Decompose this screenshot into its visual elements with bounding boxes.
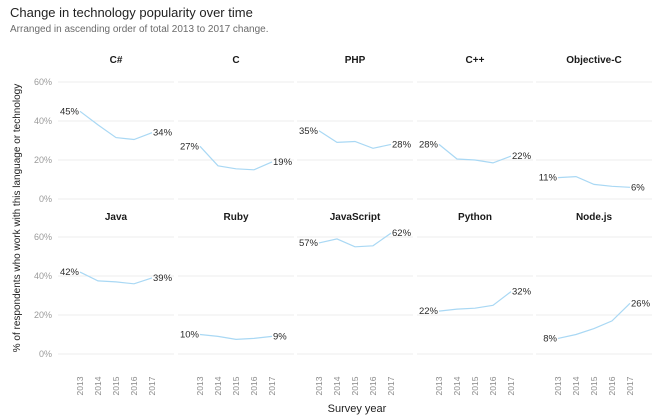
x-tick-label: 2017 — [625, 376, 635, 395]
x-tick-label: 2013 — [434, 376, 444, 395]
y-tick-label: 20% — [34, 155, 52, 165]
y-tick-label: 20% — [34, 310, 52, 320]
y-axis-title: % of respondents who work with this lang… — [12, 84, 23, 353]
x-tick-label: 2014 — [571, 376, 581, 395]
x-tick-label: 2013 — [314, 376, 324, 395]
series-line — [79, 110, 153, 141]
series-line — [438, 143, 512, 164]
data-label-end: 9% — [273, 331, 287, 342]
y-tick-label: 60% — [34, 77, 52, 87]
data-label-end: 32% — [512, 287, 532, 298]
data-label-end: 19% — [273, 157, 293, 168]
data-label-end: 34% — [153, 128, 173, 139]
data-label-start: 10% — [180, 330, 200, 341]
facet-strip-label: C — [232, 55, 239, 66]
x-tick-label: 2015 — [350, 376, 360, 395]
y-tick-label: 40% — [34, 116, 52, 126]
data-label-start: 28% — [419, 139, 439, 150]
series-line — [557, 302, 631, 339]
series-line — [438, 291, 512, 312]
facet-strip-label: Ruby — [224, 212, 249, 223]
y-tick-label: 40% — [34, 271, 52, 281]
y-tick-label: 0% — [39, 349, 52, 359]
x-tick-label: 2017 — [386, 376, 396, 395]
data-label-start: 8% — [543, 333, 557, 344]
x-tick-label: 2016 — [129, 376, 139, 395]
x-tick-label: 2013 — [553, 376, 563, 395]
series-line — [557, 175, 631, 188]
data-label-start: 45% — [60, 106, 80, 117]
x-tick-label: 2015 — [111, 376, 121, 395]
series-line — [199, 333, 273, 341]
x-tick-label: 2016 — [249, 376, 259, 395]
series-line — [318, 232, 392, 248]
facet-strip-label: Python — [458, 212, 492, 223]
x-axis-title: Survey year — [328, 403, 387, 415]
chart-subtitle: Arranged in ascending order of total 201… — [10, 24, 269, 35]
facet-strip-label: PHP — [345, 55, 366, 66]
y-tick-label: 0% — [39, 194, 52, 204]
x-tick-label: 2015 — [470, 376, 480, 395]
data-label-end: 22% — [512, 151, 532, 162]
x-tick-label: 2013 — [75, 376, 85, 395]
data-label-end: 6% — [631, 182, 645, 193]
data-label-end: 28% — [392, 139, 412, 150]
x-tick-label: 2016 — [607, 376, 617, 395]
x-tick-label: 2017 — [147, 376, 157, 395]
data-label-start: 42% — [60, 267, 80, 278]
x-tick-label: 2015 — [589, 376, 599, 395]
x-tick-label: 2014 — [452, 376, 462, 395]
facet-strip-label: Objective-C — [566, 55, 622, 66]
x-tick-label: 2017 — [267, 376, 277, 395]
series-line — [79, 271, 153, 285]
x-tick-label: 2016 — [368, 376, 378, 395]
facet-strip-label: C++ — [466, 55, 485, 66]
chart-title: Change in technology popularity over tim… — [10, 5, 253, 20]
x-tick-label: 2014 — [332, 376, 342, 395]
data-label-start: 35% — [299, 126, 319, 137]
data-label-end: 26% — [631, 298, 651, 309]
data-label-end: 62% — [392, 228, 412, 239]
data-label-end: 39% — [153, 273, 173, 284]
facet-strip-label: C# — [110, 55, 123, 66]
x-tick-label: 2017 — [506, 376, 516, 395]
facet-strip-label: JavaScript — [330, 212, 381, 223]
x-tick-label: 2015 — [231, 376, 241, 395]
series-line — [199, 145, 273, 171]
facet-strip-label: Java — [105, 212, 128, 223]
x-tick-label: 2014 — [213, 376, 223, 395]
x-tick-label: 2016 — [488, 376, 498, 395]
x-tick-label: 2014 — [93, 376, 103, 395]
data-label-start: 22% — [419, 306, 439, 317]
data-label-start: 27% — [180, 141, 200, 152]
series-line — [318, 130, 392, 149]
data-label-start: 57% — [299, 238, 319, 249]
y-tick-label: 60% — [34, 232, 52, 242]
data-label-start: 11% — [539, 173, 558, 184]
x-tick-label: 2013 — [195, 376, 205, 395]
facet-strip-label: Node.js — [576, 212, 613, 223]
